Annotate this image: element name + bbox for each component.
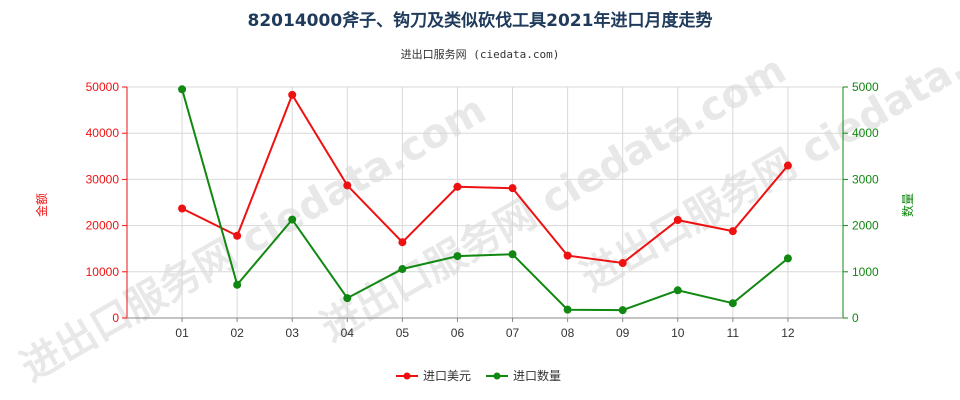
axes: 0 10000 20000 30000 40000 50000 0 1000 2000 3000 4… xyxy=(86,80,879,340)
amount-data-point xyxy=(288,90,297,99)
y-left-tick-label: 30000 xyxy=(86,172,120,186)
y-right-tick-label: 1000 xyxy=(852,265,879,279)
amount-data-point xyxy=(618,259,627,268)
y-left-tick-label: 50000 xyxy=(86,80,120,94)
y-right-tick-label: 3000 xyxy=(852,172,879,186)
amount-data-point xyxy=(453,182,462,191)
quantity-data-point xyxy=(453,252,462,261)
y-left-axis-title: 金额 xyxy=(34,193,49,217)
quantity-data-point xyxy=(563,305,572,314)
legend: 进口美元 进口数量 xyxy=(396,368,561,383)
x-tick-label: 05 xyxy=(396,326,410,340)
amount-data-point xyxy=(398,238,407,247)
legend-label: 进口数量 xyxy=(513,368,561,383)
y-right-axis-title: 数量 xyxy=(900,193,915,217)
grid xyxy=(126,86,844,319)
y-left-tick-label: 0 xyxy=(112,311,119,325)
amount-data-point xyxy=(783,161,792,170)
amount-data-point xyxy=(673,216,682,225)
quantity-data-point xyxy=(673,286,682,295)
x-tick-label: 03 xyxy=(286,326,300,340)
y-right-tick-label: 2000 xyxy=(852,219,879,233)
quantity-data-point xyxy=(343,294,352,303)
amount-series-line xyxy=(181,92,789,265)
chart-title: 82014000斧子、钩刀及类似砍伐工具2021年进口月度走势 xyxy=(248,10,713,31)
y-left-tick-label: 40000 xyxy=(86,126,120,140)
quantity-data-point xyxy=(618,306,627,315)
amount-data-point xyxy=(178,204,187,213)
quantity-series-line xyxy=(181,89,789,312)
x-tick-label: 02 xyxy=(230,326,244,340)
quantity-data-point xyxy=(398,265,407,274)
x-tick-label: 06 xyxy=(451,326,465,340)
y-right-tick-label: 5000 xyxy=(852,80,879,94)
legend-swatch-marker xyxy=(493,372,501,380)
chart-subtitle: 进出口服务网 (ciedata.com) xyxy=(401,47,560,61)
y-left-tick-label: 20000 xyxy=(86,219,120,233)
x-tick-label: 10 xyxy=(671,326,685,340)
amount-data-point xyxy=(233,231,242,240)
legend-label: 进口美元 xyxy=(423,369,471,383)
quantity-data-point xyxy=(508,250,517,259)
quantity-data-point xyxy=(728,299,737,308)
x-tick-label: 11 xyxy=(727,326,740,340)
quantity-data-point xyxy=(178,85,187,94)
series xyxy=(178,85,792,315)
y-right-tick-label: 0 xyxy=(852,311,859,325)
amount-data-point xyxy=(343,181,352,190)
amount-data-point xyxy=(563,251,572,260)
quantity-data-point xyxy=(783,254,792,263)
x-tick-label: 04 xyxy=(341,326,355,340)
quantity-data-point xyxy=(288,215,297,224)
x-tick-label: 08 xyxy=(561,326,575,340)
y-right-tick-label: 4000 xyxy=(852,126,879,140)
amount-data-point xyxy=(728,227,737,236)
legend-swatch-marker xyxy=(403,372,411,380)
x-tick-label: 09 xyxy=(616,326,630,340)
x-tick-label: 01 xyxy=(175,326,189,340)
x-tick-label: 07 xyxy=(506,326,520,340)
amount-data-point xyxy=(508,184,517,193)
x-tick-label: 12 xyxy=(781,326,795,340)
quantity-data-point xyxy=(233,280,242,289)
y-left-tick-label: 10000 xyxy=(86,265,120,279)
